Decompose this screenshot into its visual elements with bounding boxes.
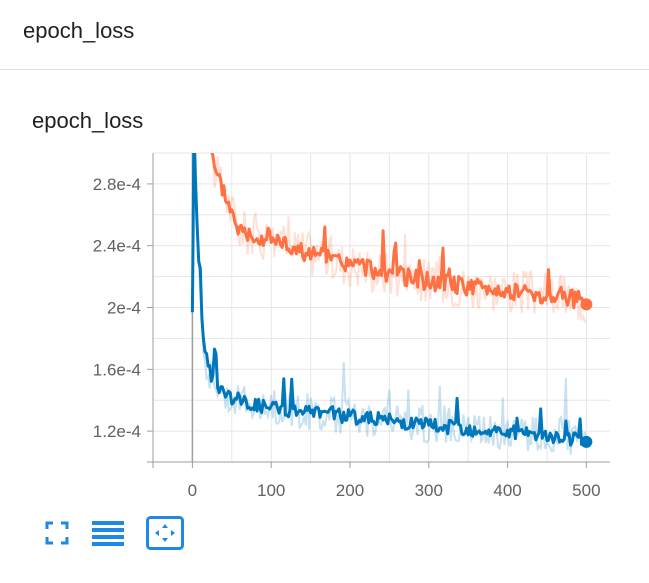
series-smoothed-line[interactable]: [190, 140, 588, 447]
x-tick-label: 300: [415, 481, 443, 500]
series-group: [190, 140, 588, 455]
series-smoothed-line[interactable]: [192, 140, 588, 311]
x-tick-label: 500: [572, 481, 600, 500]
chart-title: epoch_loss: [32, 108, 144, 133]
y-tick-label: 2.4e-4: [93, 237, 141, 256]
x-tick-label: 200: [336, 481, 364, 500]
loss-line-chart[interactable]: 1.2e-4 1.6e-4 2e-4 2.4e-4 2.8e-4 0 100 200 300 40…: [0, 140, 649, 510]
card-title: epoch_loss: [23, 18, 135, 43]
y-tick-label: 2e-4: [107, 299, 141, 318]
series-end-point[interactable]: [580, 298, 593, 311]
y-tick-label: 1.6e-4: [93, 360, 141, 379]
data-table-button[interactable]: [92, 520, 124, 546]
chart-toolbar: [44, 515, 184, 551]
x-tick-label: 100: [257, 481, 285, 500]
fit-domain-button[interactable]: [146, 516, 184, 550]
x-tick-label: 0: [188, 481, 197, 500]
x-tick-label: 400: [493, 481, 521, 500]
fullscreen-icon: [45, 521, 69, 545]
data-table-icon: [92, 521, 124, 546]
fullscreen-button[interactable]: [44, 520, 70, 546]
series-group: [192, 140, 588, 323]
fit-domain-icon: [146, 516, 184, 550]
card-header: epoch_loss: [0, 0, 649, 70]
y-tick-label: 1.2e-4: [93, 422, 141, 441]
y-tick-label: 2.8e-4: [93, 175, 141, 194]
series-end-point[interactable]: [580, 435, 593, 448]
